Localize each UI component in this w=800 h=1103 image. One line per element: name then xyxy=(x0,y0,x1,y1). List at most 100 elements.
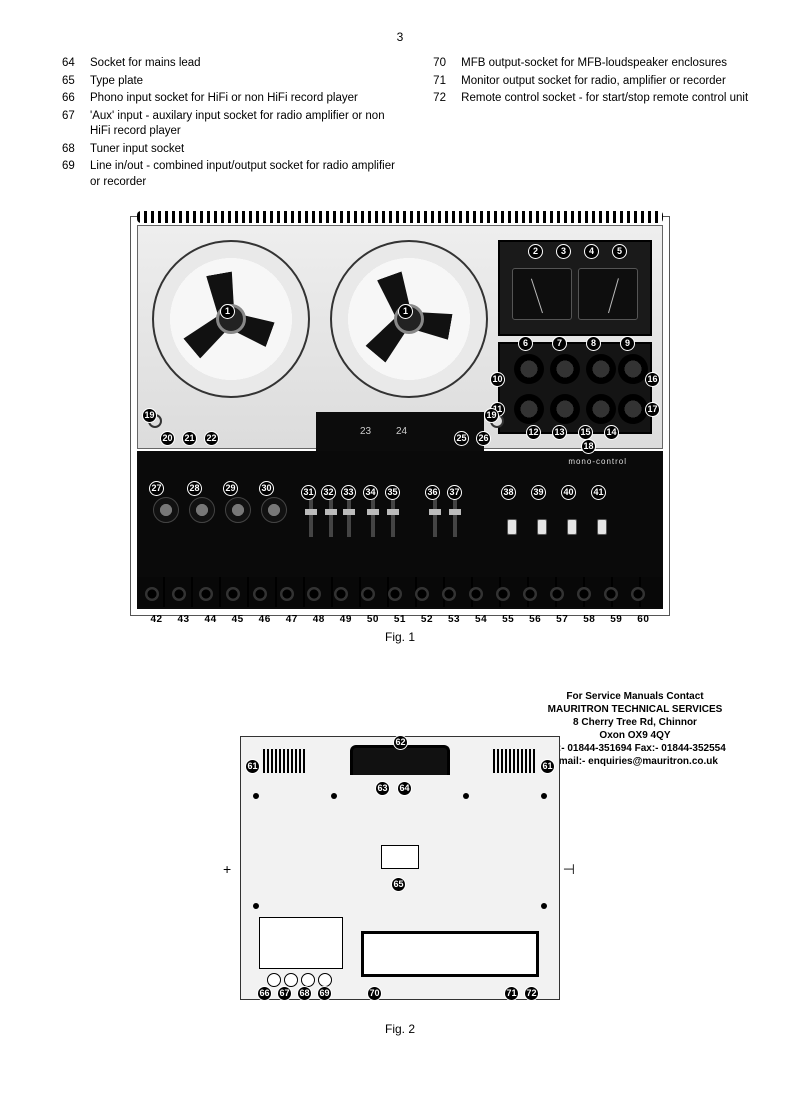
jack-socket xyxy=(415,587,429,601)
jack-label: 50 xyxy=(367,614,379,625)
jack-socket xyxy=(361,587,375,601)
item-text: Socket for mains lead xyxy=(90,56,405,72)
callout-35: 35 xyxy=(385,485,400,500)
parts-list-item: 68Tuner input socket xyxy=(62,142,405,158)
item-number: 70 xyxy=(433,56,461,72)
callout-2: 2 xyxy=(528,244,543,259)
callout-27: 27 xyxy=(149,481,164,496)
jack-label: 54 xyxy=(475,614,487,625)
callout-31: 31 xyxy=(301,485,316,500)
parts-list-right: 70MFB output-socket for MFB-loudspeaker … xyxy=(433,56,760,192)
callout-39: 39 xyxy=(531,485,546,500)
jack-label: 57 xyxy=(556,614,568,625)
parts-list-left: 64Socket for mains lead65Type plate66Pho… xyxy=(62,56,405,192)
contact-line: For Service Manuals Contact xyxy=(520,690,750,703)
connector-slot xyxy=(361,931,539,977)
vu-meter-block: 2 3 4 5 xyxy=(498,240,652,336)
callout-37: 37 xyxy=(447,485,462,500)
callout-61b: 61 xyxy=(540,759,555,774)
jack-label: 53 xyxy=(448,614,460,625)
parts-list-item: 65Type plate xyxy=(62,74,405,90)
vent-right xyxy=(493,749,537,773)
callout-21: 21 xyxy=(182,431,197,446)
jack-socket xyxy=(496,587,510,601)
jack-label: 59 xyxy=(610,614,622,625)
jack-socket xyxy=(199,587,213,601)
jack-label: 60 xyxy=(637,614,649,625)
jack-socket xyxy=(523,587,537,601)
callout-22: 22 xyxy=(204,431,219,446)
jack-label: 52 xyxy=(421,614,433,625)
item-number: 71 xyxy=(433,74,461,90)
jack-socket xyxy=(550,587,564,601)
callout-69: 69 xyxy=(317,986,332,1001)
jack-label: 56 xyxy=(529,614,541,625)
tape-deck-rear-diagram: 61 61 62 63 64 65 66 67 68 69 70 71 72 +… xyxy=(240,736,560,1000)
callout-65: 65 xyxy=(391,877,406,892)
parts-list-item: 72Remote control socket - for start/stop… xyxy=(433,91,760,107)
jack-label: 44 xyxy=(205,614,217,625)
parts-list-columns: 64Socket for mains lead65Type plate66Pho… xyxy=(0,44,800,192)
callout-70: 70 xyxy=(367,986,382,1001)
item-text: Remote control socket - for start/stop r… xyxy=(461,91,760,107)
jack-label: 45 xyxy=(232,614,244,625)
vent-left xyxy=(263,749,307,773)
callout-30: 30 xyxy=(259,481,274,496)
item-number: 64 xyxy=(62,56,90,72)
item-text: Tuner input socket xyxy=(90,142,405,158)
jack-socket xyxy=(334,587,348,601)
type-plate xyxy=(381,845,419,869)
control-panel: mono-control 27 28 29 30 31 32 33 34 35 … xyxy=(137,451,663,609)
callout-9: 9 xyxy=(620,336,635,351)
callout-7: 7 xyxy=(552,336,567,351)
contact-line: MAURITRON TECHNICAL SERVICES xyxy=(520,703,750,716)
callout-33: 33 xyxy=(341,485,356,500)
input-panel xyxy=(259,917,343,969)
jack-row xyxy=(137,577,663,607)
jack-socket xyxy=(280,587,294,601)
jack-label: 43 xyxy=(178,614,190,625)
jack-label: 46 xyxy=(259,614,271,625)
item-number: 66 xyxy=(62,91,90,107)
control-knob-block: 6 7 8 9 10 11 16 17 12 13 15 14 xyxy=(498,342,652,434)
figure-1-label: Fig. 1 xyxy=(0,630,800,644)
jack-label: 47 xyxy=(286,614,298,625)
parts-list-item: 70MFB output-socket for MFB-loudspeaker … xyxy=(433,56,760,72)
item-text: Phono input socket for HiFi or non HiFi … xyxy=(90,91,405,107)
callout-68: 68 xyxy=(297,986,312,1001)
contact-line: 8 Cherry Tree Rd, Chinnor xyxy=(520,716,750,729)
callout-40: 40 xyxy=(561,485,576,500)
callout-67: 67 xyxy=(277,986,292,1001)
callout-12: 12 xyxy=(526,425,541,440)
jack-socket xyxy=(442,587,456,601)
callout-38: 38 xyxy=(501,485,516,500)
callout-17: 17 xyxy=(645,402,660,417)
callout-13: 13 xyxy=(552,425,567,440)
item-text: Type plate xyxy=(90,74,405,90)
tape-deck-front-diagram: 1 1 2 3 4 5 xyxy=(130,216,670,616)
callout-66: 66 xyxy=(257,986,272,1001)
jack-socket xyxy=(577,587,591,601)
left-reel: 1 xyxy=(152,240,310,398)
jack-label: 48 xyxy=(313,614,325,625)
callout-72: 72 xyxy=(524,986,539,1001)
item-number: 65 xyxy=(62,74,90,90)
callout-34: 34 xyxy=(363,485,378,500)
callout-3: 3 xyxy=(556,244,571,259)
jack-label: 58 xyxy=(583,614,595,625)
jack-socket xyxy=(631,587,645,601)
jack-label: 51 xyxy=(394,614,406,625)
jack-socket xyxy=(226,587,240,601)
callout-63: 63 xyxy=(375,781,390,796)
parts-list-item: 67'Aux' input - auxilary input socket fo… xyxy=(62,109,405,140)
jack-socket xyxy=(388,587,402,601)
figure-1-container: 1 1 2 3 4 5 xyxy=(0,192,800,644)
callout-32: 32 xyxy=(321,485,336,500)
item-text: MFB output-socket for MFB-loudspeaker en… xyxy=(461,56,760,72)
callout-5: 5 xyxy=(612,244,627,259)
callout-28: 28 xyxy=(187,481,202,496)
page-number: 3 xyxy=(0,0,800,44)
item-number: 67 xyxy=(62,109,90,140)
callout-16: 16 xyxy=(645,372,660,387)
right-reel: 1 xyxy=(330,240,488,398)
